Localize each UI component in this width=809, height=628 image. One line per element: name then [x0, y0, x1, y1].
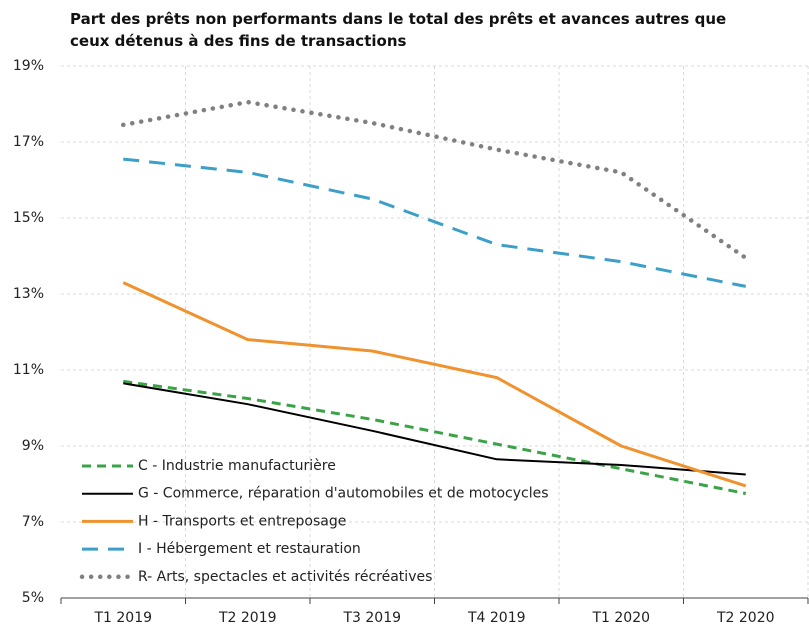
x-tick-label: T2 2020 [716, 610, 775, 626]
legend-label: H - Transports et entreposage [138, 513, 346, 529]
y-tick-label: 11% [13, 362, 44, 378]
y-tick-label: 15% [13, 210, 44, 226]
legend-label: R- Arts, spectacles et activités récréat… [138, 569, 432, 585]
x-tick-label: T3 2019 [342, 610, 401, 626]
x-tick-label: T1 2019 [93, 610, 152, 626]
y-tick-label: 19% [13, 58, 44, 74]
line-series [122, 281, 747, 488]
x-tick-label: T4 2019 [467, 610, 526, 626]
y-tick-label: 17% [13, 134, 44, 150]
y-tick-label: 7% [22, 514, 44, 530]
line-series [123, 379, 747, 495]
y-tick-label: 13% [13, 286, 44, 302]
legend-label: I - Hébergement et restauration [138, 541, 361, 557]
chart-title: Part des prêts non performants dans le t… [70, 10, 727, 50]
y-tick-label: 5% [22, 590, 44, 606]
x-tick-label: T2 2019 [218, 610, 277, 626]
legend-label: G - Commerce, réparation d'automobiles e… [138, 486, 549, 502]
legend-label: C - Industrie manufacturière [138, 458, 336, 474]
x-tick-label: T1 2020 [591, 610, 650, 626]
line-series [121, 99, 748, 261]
line-series [123, 382, 746, 476]
y-tick-label: 9% [22, 438, 44, 454]
line-series [123, 157, 747, 288]
